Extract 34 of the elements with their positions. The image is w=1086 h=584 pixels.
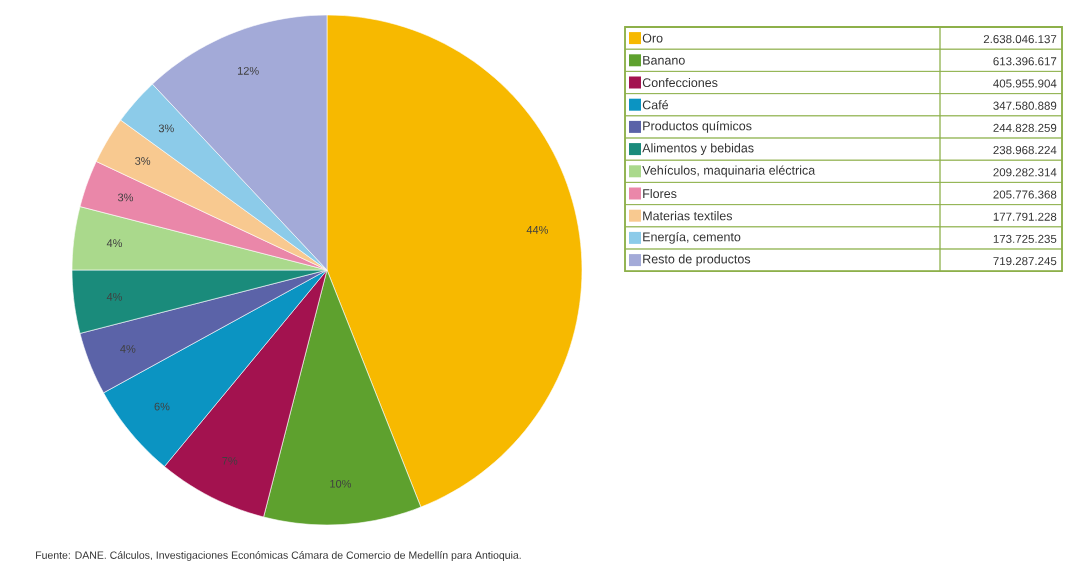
text: 347.580.889 xyxy=(993,101,1057,110)
text: 205.776.368 xyxy=(993,190,1057,199)
text: 209.282.314 xyxy=(993,168,1057,177)
data-label: 6% xyxy=(154,402,170,411)
source-note: Fuente: DANE. Cálculos, Investigaciones Económicas Cámara de Comercio de Medellín para Antioquia. xyxy=(36,551,521,561)
legend-label: Confecciones xyxy=(642,77,718,88)
text: 613.396.617 xyxy=(993,57,1057,66)
legend-label: Resto de productos xyxy=(643,254,751,266)
data-label: 7% xyxy=(222,457,238,465)
data-label: 4% xyxy=(106,293,123,301)
legend-label: Flores xyxy=(643,188,677,199)
text: 177.791.228 xyxy=(993,212,1057,221)
legend-label: Oro xyxy=(642,33,663,43)
data-label: 3% xyxy=(117,193,134,202)
legend-label: Alimentos y bebidas xyxy=(642,143,754,155)
legend-label: Materias textiles xyxy=(643,211,733,221)
data-label: 44% xyxy=(526,226,549,234)
text: 238.968.224 xyxy=(993,146,1057,155)
data-label: 3% xyxy=(135,157,151,165)
text: 719.287.245 xyxy=(993,257,1057,266)
legend-label: Vehículos, maquinaria eléctrica xyxy=(642,165,816,178)
legend-label: Energía, cemento xyxy=(643,232,741,244)
text: 405.955.904 xyxy=(993,79,1057,88)
data-label: 10% xyxy=(330,479,352,488)
legend-label: Productos químicos xyxy=(643,120,752,133)
text: 2.638.046.137 xyxy=(983,35,1057,44)
data-label: 3% xyxy=(158,124,174,133)
text: 244.828.259 xyxy=(993,123,1057,132)
data-label: 12% xyxy=(237,66,259,75)
data-label: 4% xyxy=(120,345,136,353)
text: 173.725.235 xyxy=(993,234,1057,243)
data-label: 4% xyxy=(106,239,123,247)
legend-label: Banano xyxy=(643,55,685,65)
legend-label: Café xyxy=(642,100,669,110)
